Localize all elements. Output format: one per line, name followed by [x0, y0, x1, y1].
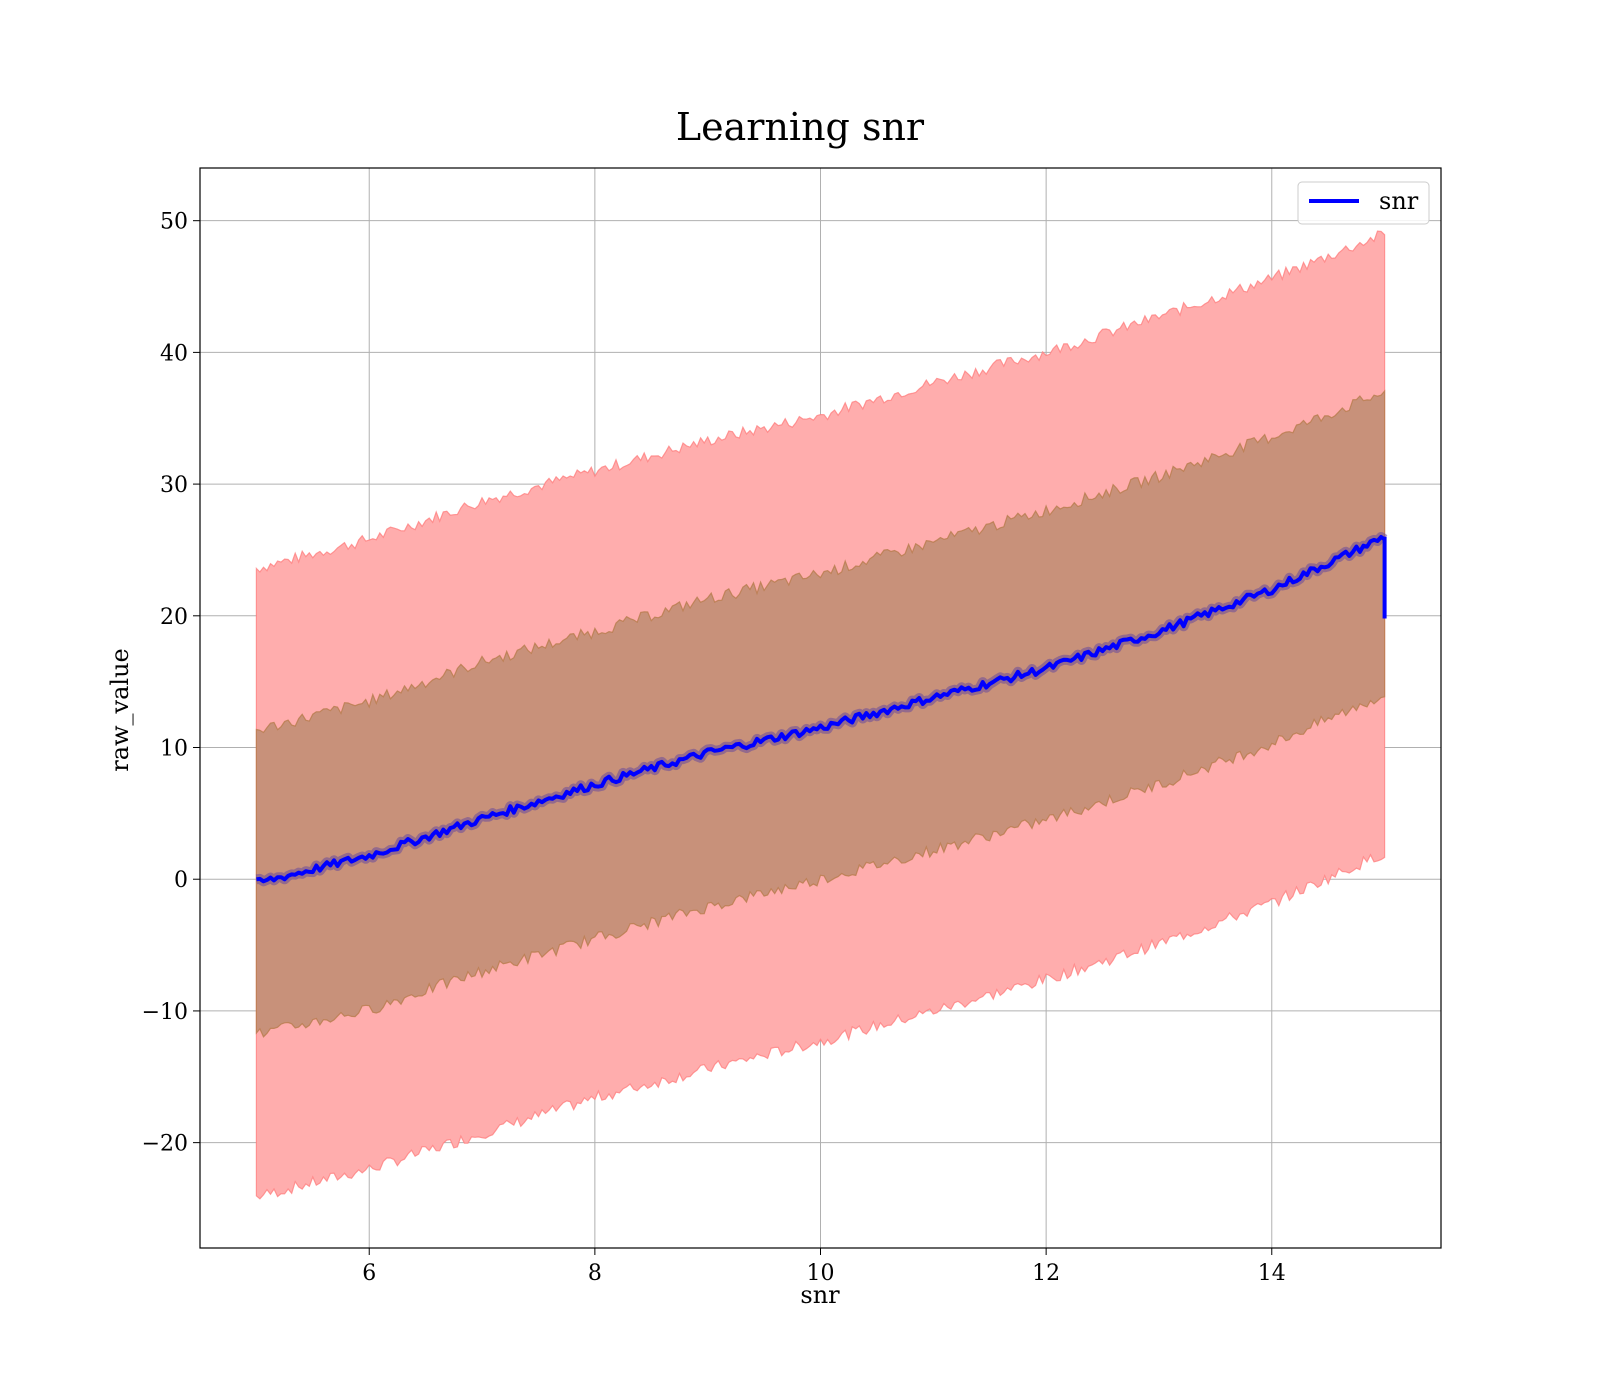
x-tick-label: 12 [1032, 1261, 1060, 1286]
legend: snr [1297, 181, 1430, 225]
y-axis-ticks: −20 −10 0 10 20 30 40 50 [142, 210, 200, 1157]
series-line-snr [256, 535, 1386, 884]
x-axis-ticks: 6 8 10 12 14 [362, 1248, 1286, 1286]
legend-label-snr: snr [1379, 187, 1419, 215]
series-lines [254, 532, 1388, 887]
y-axis-label: raw_value [106, 648, 134, 772]
x-tick-label: 6 [362, 1261, 376, 1286]
x-tick-label: 14 [1258, 1261, 1286, 1286]
y-tick-label: 40 [160, 341, 188, 366]
y-tick-label: 10 [160, 737, 188, 762]
y-tick-label: 20 [160, 605, 188, 630]
y-tick-label: 50 [160, 210, 188, 235]
y-tick-label: 0 [174, 868, 188, 893]
y-tick-label: −10 [142, 1000, 188, 1025]
x-axis-label: snr [800, 1281, 840, 1309]
legend-box [1297, 181, 1430, 225]
plot-area: 6 8 10 12 14 −20 −10 0 10 20 30 40 50 [142, 167, 1442, 1286]
chart-title: Learning snr [676, 105, 925, 149]
confidence-bands [255, 230, 1386, 1200]
y-tick-label: 30 [160, 473, 188, 498]
x-tick-label: 8 [588, 1261, 602, 1286]
x-tick-label: 10 [807, 1261, 835, 1286]
y-tick-label: −20 [142, 1132, 188, 1157]
inner-band [255, 389, 1386, 1038]
